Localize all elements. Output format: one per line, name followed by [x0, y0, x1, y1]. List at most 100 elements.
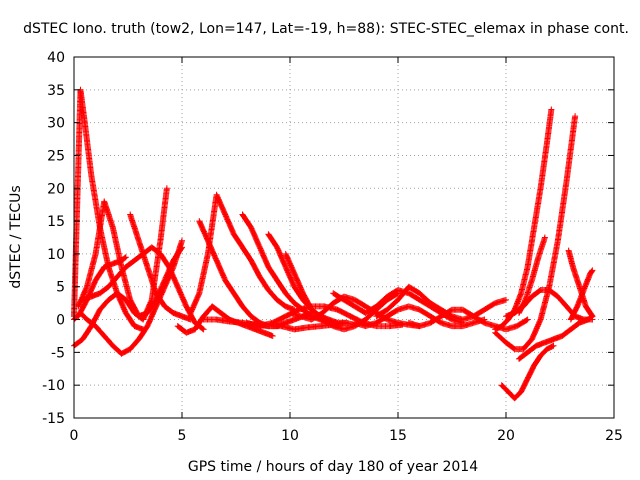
series-arc6: [127, 211, 194, 323]
x-axis-label: GPS time / hours of day 180 of year 2014: [188, 459, 478, 475]
data-point-group: [222, 277, 237, 296]
data-point-group: [144, 264, 159, 296]
data-point-group: [230, 290, 245, 309]
data-point-group: [200, 304, 215, 320]
data-point-group: [75, 284, 90, 310]
data-point-group: [157, 186, 170, 244]
data-point-group: [77, 86, 88, 125]
data-point-group: [438, 307, 454, 320]
data-point-group: [537, 140, 550, 192]
data-point-group: [427, 300, 444, 312]
data-point: [122, 254, 129, 261]
data-point-group: [544, 107, 555, 146]
data-point-group: [213, 191, 228, 217]
data-point: [179, 237, 185, 244]
y-tick-label: -15: [42, 411, 65, 427]
y-tick-label: 0: [56, 313, 65, 329]
data-point-group: [79, 324, 94, 343]
data-point-group: [127, 211, 142, 243]
data-point-group: [416, 306, 433, 319]
data-point-group: [524, 363, 537, 382]
data-point-group: [101, 198, 116, 230]
data-point-group: [351, 303, 368, 316]
y-tick-label: 15: [47, 214, 65, 230]
data-point-group: [269, 313, 288, 326]
data-point-group: [528, 317, 544, 343]
data-point-group: [570, 264, 580, 282]
data-point-group: [498, 317, 511, 330]
data-point-group: [516, 297, 528, 316]
data-point-group: [524, 225, 537, 270]
data-point: [572, 113, 579, 120]
series-arc21: [492, 106, 555, 333]
data-point-group: [122, 310, 137, 329]
data-point-group: [135, 324, 150, 343]
data-point-group: [131, 251, 146, 264]
data-point-group: [166, 264, 181, 289]
data-point-group: [148, 244, 163, 257]
data-point-group: [248, 257, 263, 279]
series-arc1: [71, 86, 147, 333]
data-point-group: [405, 290, 422, 303]
data-point-group: [239, 244, 254, 263]
data-point-group: [239, 303, 254, 319]
data-point-group: [84, 316, 98, 329]
data-point-group: [334, 306, 353, 319]
data-point-group: [239, 211, 254, 230]
data-point-group: [222, 211, 237, 237]
series-arc7: [79, 244, 207, 333]
data-point-group: [518, 265, 531, 297]
data-point-group: [373, 294, 390, 310]
data-point: [200, 326, 207, 333]
data-point-group: [265, 231, 280, 250]
data-point-group: [516, 350, 530, 362]
data-point: [589, 267, 596, 274]
data-point-group: [522, 278, 535, 303]
data-point-group: [384, 307, 400, 320]
data-point: [343, 319, 350, 326]
data-point-group: [118, 254, 128, 264]
data-point-group: [384, 297, 401, 313]
data-point-group: [204, 237, 220, 263]
data-point-group: [174, 283, 189, 309]
data-point-group: [291, 270, 306, 296]
data-point-group: [563, 114, 578, 185]
x-tick-label: 0: [70, 428, 79, 444]
data-point-group: [405, 283, 422, 296]
plot-frame: [73, 56, 615, 419]
data-point-group: [161, 303, 176, 316]
grid: [74, 57, 614, 418]
data-point-group: [565, 247, 576, 269]
data-series: [71, 86, 596, 402]
data-point: [548, 106, 555, 113]
x-tick-label: 25: [605, 428, 623, 444]
data-point-group: [105, 274, 120, 290]
data-point-group: [574, 288, 587, 310]
data-point-group: [384, 290, 400, 303]
data-point-group: [470, 313, 487, 326]
data-point-group: [101, 333, 116, 348]
series-arc23: [498, 342, 557, 402]
chart-title: dSTEC Iono. truth (tow2, Lon=147, Lat=-1…: [23, 21, 629, 37]
data-point-group: [351, 296, 368, 309]
x-tick-label: 5: [178, 428, 187, 444]
data-point-group: [531, 353, 543, 369]
data-point-group: [481, 300, 498, 313]
data-point-group: [96, 297, 111, 313]
data-point-group: [153, 290, 168, 309]
series-arc26: [565, 247, 596, 320]
data-point-group: [528, 287, 543, 300]
data-point-group: [580, 271, 593, 293]
data-point-group: [528, 255, 542, 284]
y-tick-label: 10: [47, 247, 65, 263]
data-point-group: [531, 186, 544, 231]
data-point-group: [127, 337, 141, 353]
data-point-group: [554, 180, 570, 244]
data-point: [503, 296, 509, 303]
data-point-group: [427, 313, 444, 326]
data-point-group: [416, 290, 433, 306]
data-point-group: [535, 235, 548, 261]
data-point-group: [282, 290, 297, 306]
data-point-group: [248, 224, 263, 250]
data-point: [179, 244, 185, 251]
